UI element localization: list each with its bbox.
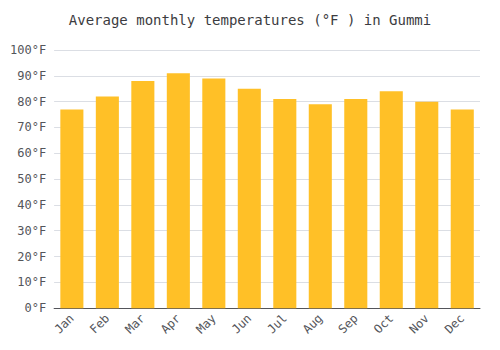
svg-text:20°F: 20°F xyxy=(17,250,46,264)
svg-text:30°F: 30°F xyxy=(17,224,46,238)
svg-text:0°F: 0°F xyxy=(24,301,46,315)
svg-text:Oct: Oct xyxy=(371,311,396,336)
svg-text:Dec: Dec xyxy=(442,311,467,336)
svg-text:50°F: 50°F xyxy=(17,172,46,186)
svg-text:100°F: 100°F xyxy=(10,43,46,57)
svg-text:60°F: 60°F xyxy=(17,146,46,160)
svg-text:Sep: Sep xyxy=(336,311,361,336)
svg-text:70°F: 70°F xyxy=(17,120,46,134)
svg-text:Jul: Jul xyxy=(265,311,290,336)
svg-text:Aug: Aug xyxy=(300,311,325,336)
svg-text:Jan: Jan xyxy=(52,311,77,336)
svg-text:Nov: Nov xyxy=(407,311,432,336)
svg-text:May: May xyxy=(194,311,219,336)
svg-text:90°F: 90°F xyxy=(17,69,46,83)
svg-text:Feb: Feb xyxy=(87,311,112,336)
svg-text:40°F: 40°F xyxy=(17,198,46,212)
svg-text:Jun: Jun xyxy=(229,311,254,336)
svg-text:80°F: 80°F xyxy=(17,95,46,109)
svg-text:10°F: 10°F xyxy=(17,275,46,289)
svg-text:Mar: Mar xyxy=(123,311,148,336)
svg-text:Average monthly temperatures (: Average monthly temperatures (°F ) in Gu… xyxy=(69,12,431,28)
svg-text:Apr: Apr xyxy=(158,311,183,336)
